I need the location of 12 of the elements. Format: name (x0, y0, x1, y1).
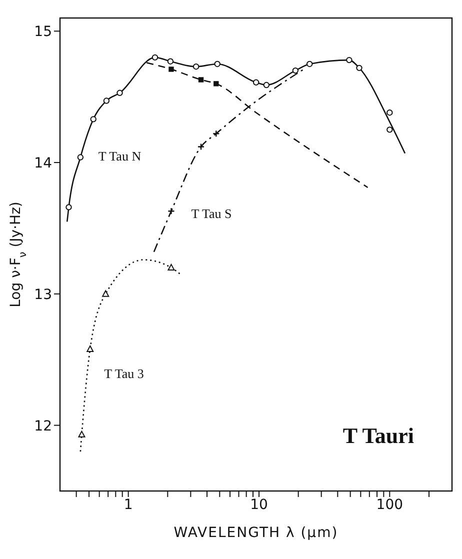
y-tick-label: 15 (34, 24, 52, 40)
series-label: T Tau S (191, 206, 232, 222)
x-tick-label: 1 (124, 496, 133, 513)
x-tick-label: 10 (250, 496, 268, 513)
series-label: T Tau N (98, 148, 142, 164)
annotation: T Tauri (342, 423, 414, 449)
x-axis-title: WAVELENGTH λ (μm) (174, 524, 338, 541)
x-tick-label: 100 (376, 496, 404, 513)
y-tick-label: 13 (34, 286, 52, 303)
y-tick-label: 12 (34, 418, 52, 434)
series-label: T Tau 3 (104, 366, 144, 382)
y-tick-label: 14 (34, 156, 52, 172)
